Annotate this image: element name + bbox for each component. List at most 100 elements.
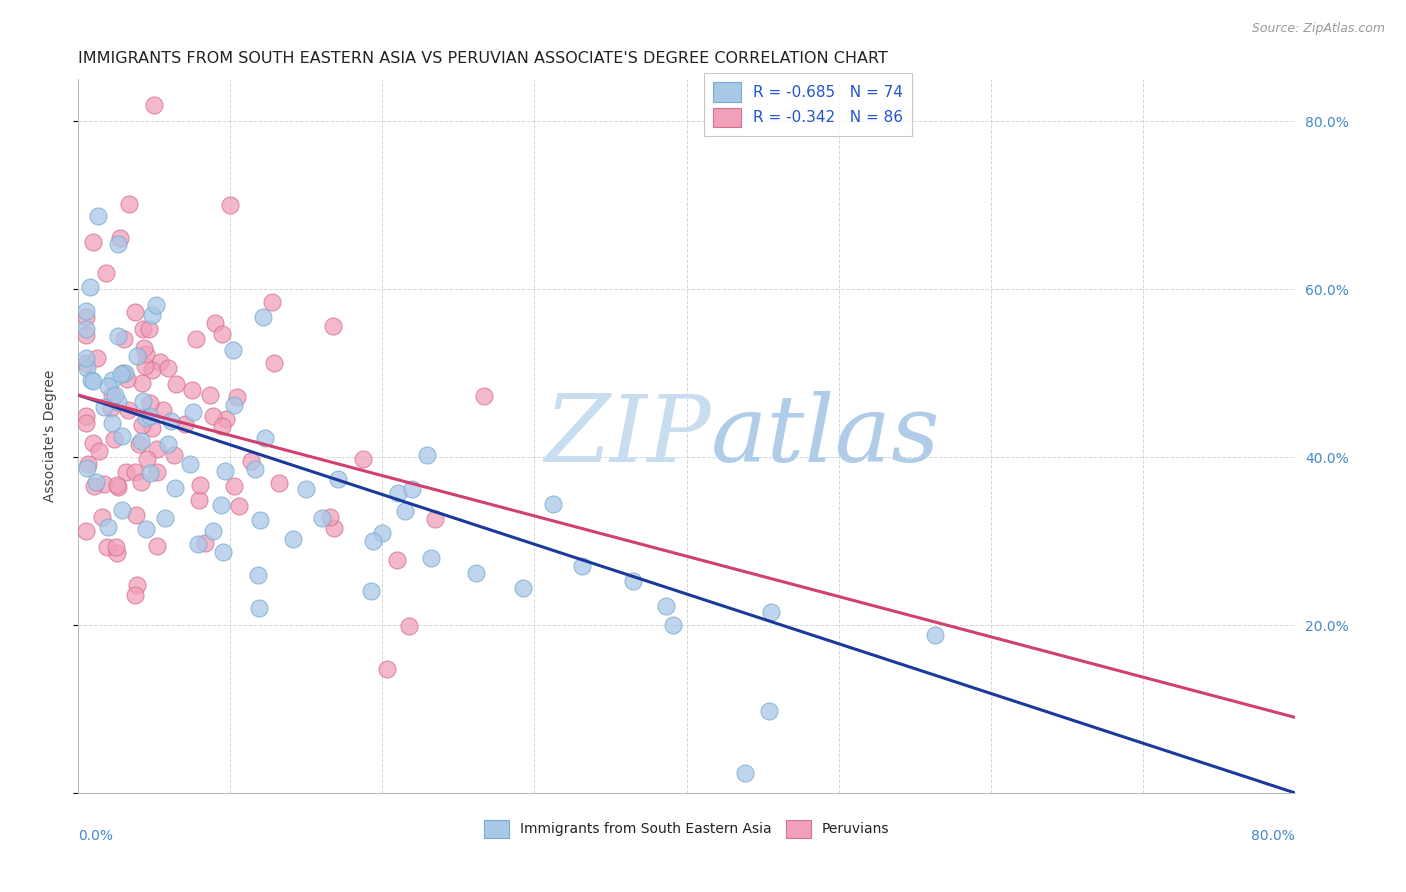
Point: [174, 417, 197, 432]
Point: [124, 305, 146, 319]
Point: [111, 366, 134, 380]
Point: [82, 374, 104, 388]
Point: [75, 409, 97, 423]
Point: [125, 508, 148, 522]
Point: [181, 383, 204, 397]
Point: [75, 310, 97, 325]
Point: [139, 396, 162, 410]
Point: [188, 492, 211, 507]
Point: [117, 403, 139, 417]
Point: [165, 377, 187, 392]
Point: [83, 479, 105, 493]
Point: [105, 478, 128, 492]
Point: [398, 619, 420, 633]
Point: [138, 466, 160, 480]
Point: [135, 347, 157, 361]
Point: [371, 525, 394, 540]
Point: [215, 412, 238, 426]
Point: [132, 322, 155, 336]
Point: [107, 236, 129, 251]
Point: [141, 308, 163, 322]
Point: [360, 583, 382, 598]
Point: [76, 460, 98, 475]
Point: [541, 497, 564, 511]
Point: [152, 403, 174, 417]
Point: [759, 605, 782, 619]
Point: [179, 457, 201, 471]
Point: [91, 510, 114, 524]
Text: 80.0%: 80.0%: [1251, 829, 1295, 843]
Point: [135, 522, 157, 536]
Point: [82, 435, 104, 450]
Point: [655, 599, 678, 613]
Text: atlas: atlas: [711, 392, 941, 481]
Point: [249, 512, 271, 526]
Point: [212, 544, 235, 558]
Point: [75, 328, 97, 343]
Point: [319, 509, 342, 524]
Point: [159, 414, 181, 428]
Point: [77, 458, 100, 472]
Point: [94, 266, 117, 280]
Point: [225, 390, 247, 404]
Point: [134, 359, 156, 374]
Point: [187, 537, 209, 551]
Point: [108, 231, 131, 245]
Point: [184, 332, 207, 346]
Point: [138, 322, 160, 336]
Point: [263, 356, 285, 370]
Point: [181, 405, 204, 419]
Point: [240, 454, 263, 468]
Point: [219, 198, 242, 212]
Point: [394, 504, 416, 518]
Point: [75, 524, 97, 538]
Point: [100, 373, 122, 387]
Point: [112, 332, 135, 346]
Point: [89, 443, 111, 458]
Point: [361, 533, 384, 548]
Text: ZIP: ZIP: [544, 392, 711, 481]
Point: [129, 475, 152, 489]
Point: [76, 360, 98, 375]
Point: [79, 280, 101, 294]
Point: [924, 628, 946, 642]
Point: [84, 475, 107, 489]
Point: [222, 479, 245, 493]
Point: [323, 521, 346, 535]
Text: IMMIGRANTS FROM SOUTH EASTERN ASIA VS PERUVIAN ASSOCIATE'S DEGREE CORRELATION CH: IMMIGRANTS FROM SOUTH EASTERN ASIA VS PE…: [77, 51, 887, 66]
Point: [75, 416, 97, 430]
Point: [260, 294, 283, 309]
Point: [87, 209, 110, 223]
Point: [146, 539, 169, 553]
Point: [101, 388, 124, 402]
Point: [97, 520, 120, 534]
Point: [80, 373, 103, 387]
Point: [75, 356, 97, 370]
Point: [82, 235, 104, 249]
Point: [416, 448, 439, 462]
Point: [86, 351, 108, 365]
Point: [387, 552, 409, 566]
Point: [401, 482, 423, 496]
Point: [127, 578, 149, 592]
Point: [228, 499, 250, 513]
Point: [135, 411, 157, 425]
Point: [202, 524, 225, 538]
Point: [267, 476, 290, 491]
Point: [157, 360, 180, 375]
Point: [474, 389, 496, 403]
Point: [214, 464, 236, 478]
Point: [146, 442, 169, 457]
Point: [375, 662, 398, 676]
Point: [100, 401, 122, 415]
Point: [204, 316, 226, 330]
Point: [105, 540, 128, 554]
Point: [571, 558, 593, 573]
Point: [194, 536, 217, 550]
Point: [662, 618, 685, 632]
Point: [245, 462, 267, 476]
Point: [124, 588, 146, 602]
Point: [127, 349, 149, 363]
Point: [165, 481, 187, 495]
Text: Source: ZipAtlas.com: Source: ZipAtlas.com: [1251, 22, 1385, 36]
